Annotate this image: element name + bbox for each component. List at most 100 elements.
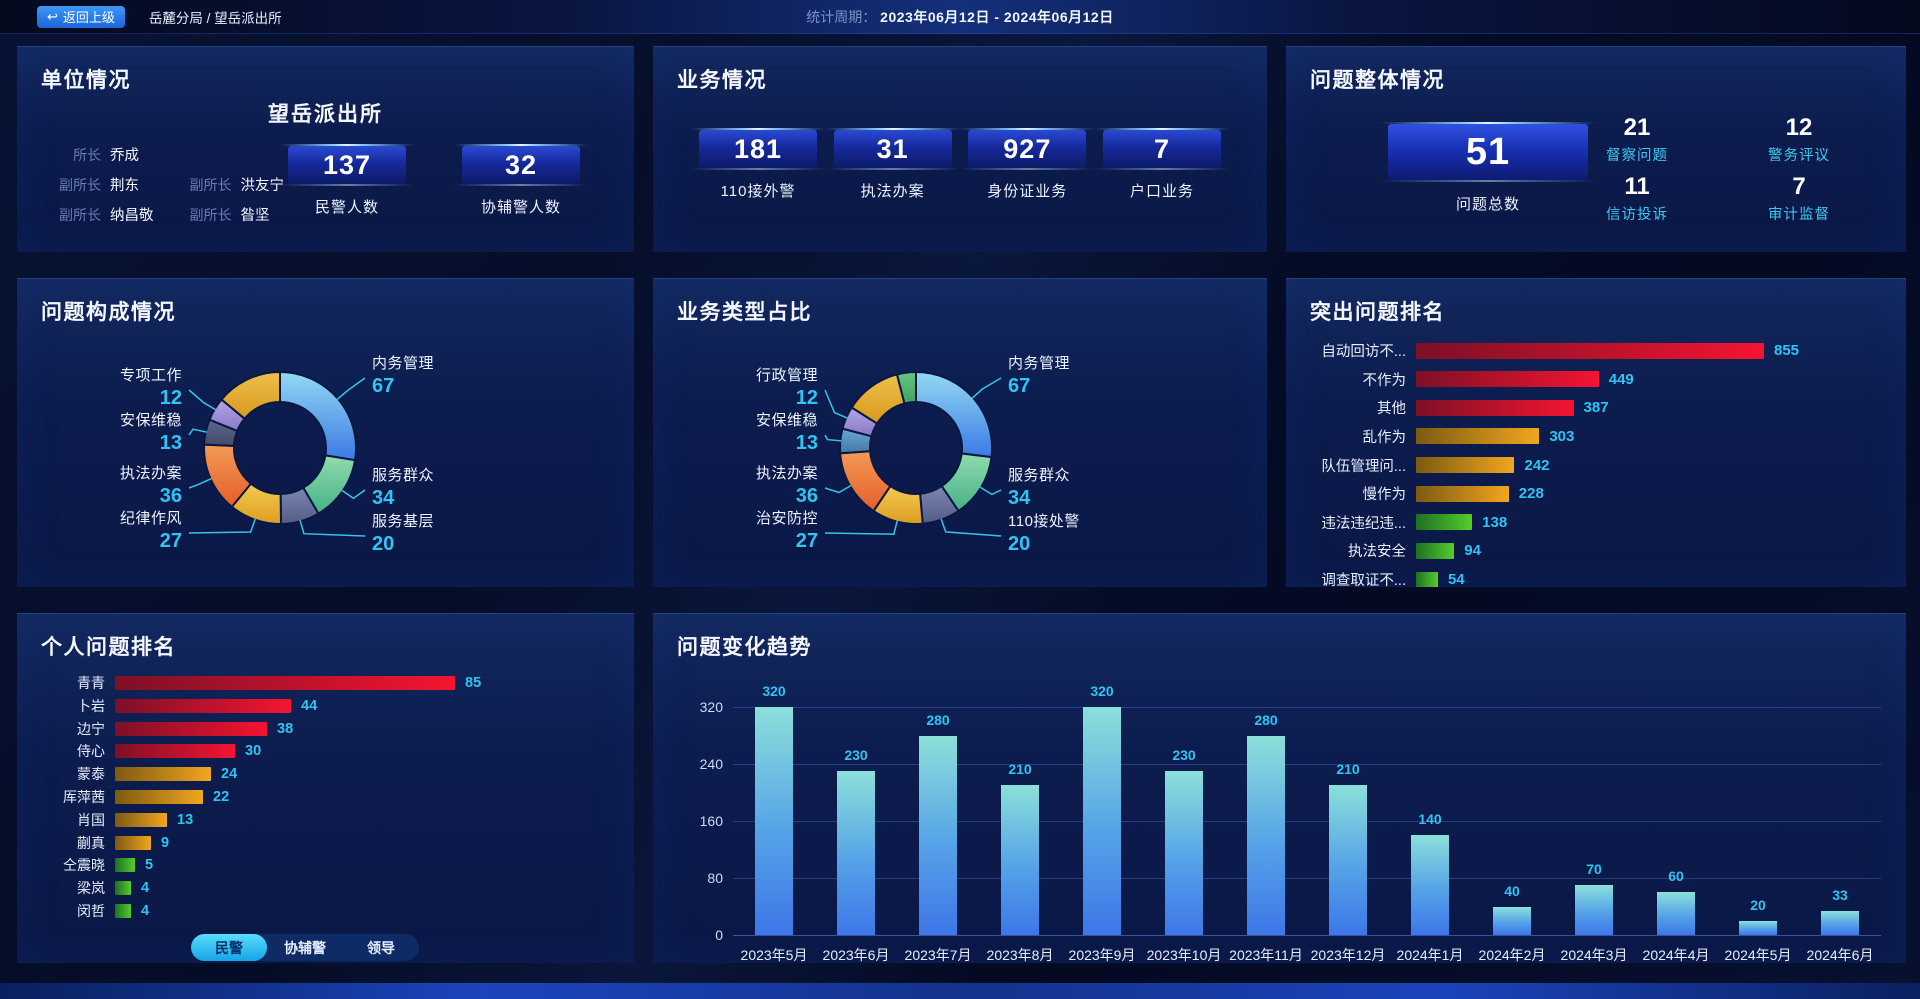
bar <box>115 744 235 759</box>
business-stats: 181 110接外警 31 执法办案 927 身份证业务 7 户口业务 <box>677 128 1243 201</box>
x-tick-label: 2023年12月 <box>1310 947 1386 963</box>
bar-label: 闵哲 <box>77 902 105 919</box>
bar-label: 乱作为 <box>1362 429 1407 446</box>
panel-top-problems: 突出问题排名 自动回访不... 855 不作为 449 其他 387 乱作为 303 队伍管理问… <box>1286 278 1906 587</box>
x-tick-label: 2024年6月 <box>1806 947 1874 963</box>
pie-label-name: 执法办案 <box>119 465 182 482</box>
pie-leader-line <box>824 434 842 442</box>
problem-source-label: 审计监督 <box>1768 207 1830 223</box>
trend-bar-value: 40 <box>1504 882 1520 899</box>
panel-title-problem-composition: 问题构成情况 <box>41 301 176 324</box>
bar <box>115 698 291 713</box>
x-tick-label: 2024年3月 <box>1560 947 1628 963</box>
panel-personal-ranking: 个人问题排名 青青 85 卜岩 44 边宁 38 侍心 30 蒙泰 24 厍萍茜 22 肖国 13 蒯真 9 仝… <box>17 613 634 963</box>
bar <box>1416 542 1455 559</box>
bar-value: 30 <box>245 743 262 760</box>
bar-row: 青青 85 <box>41 673 610 693</box>
stat-item: 137 民警人数 <box>280 144 414 217</box>
x-tick-label: 2023年7月 <box>904 947 972 963</box>
trend-bar-value: 320 <box>1090 683 1114 699</box>
tab-领导[interactable]: 领导 <box>367 939 395 956</box>
bar-value: 94 <box>1464 542 1481 560</box>
pie-leader-line <box>299 520 366 537</box>
pie-label-value: 34 <box>1008 487 1031 509</box>
stat-item: 181 110接外警 <box>691 128 825 201</box>
gridline <box>733 878 1881 879</box>
bar-value: 4 <box>141 902 150 919</box>
pie-leader-line <box>979 486 1002 496</box>
pie-label-执法办案: 执法办案 36 <box>756 463 818 508</box>
leader-role: 副所长 <box>189 206 232 223</box>
back-button[interactable]: ↩ 返回上级 <box>37 5 125 28</box>
leader-role: 副所长 <box>59 176 101 193</box>
bar <box>1416 457 1515 473</box>
bar-value: 24 <box>221 766 238 783</box>
gridline <box>733 764 1881 765</box>
pie-slice-unlabeled <box>895 370 917 405</box>
pie-label-name: 110接处警 <box>1008 513 1080 530</box>
x-tick-label: 2023年8月 <box>986 947 1054 963</box>
y-tick-label: 160 <box>699 813 723 829</box>
x-tick-label: 2023年5月 <box>740 947 808 963</box>
tab-协辅警[interactable]: 协辅警 <box>284 939 326 956</box>
stat-badge: 927 <box>960 128 1095 170</box>
problem-source-value: 11 <box>1624 173 1650 200</box>
panel-business-info: 业务情况 181 110接外警 31 执法办案 927 身份证业务 7 户口业务 <box>653 46 1267 252</box>
back-arrow-icon: ↩ <box>47 9 58 24</box>
bar <box>1416 342 1764 359</box>
trend-bar-value: 33 <box>1832 887 1848 904</box>
pie-leader-line <box>824 520 899 535</box>
trend-bar <box>1657 892 1695 935</box>
bar <box>115 721 267 736</box>
pie-label-name: 内务管理 <box>372 355 435 372</box>
problem-source-label: 警务评议 <box>1768 148 1830 164</box>
leader-name: 昝坚 <box>240 208 270 224</box>
leader-name: 乔成 <box>110 148 139 164</box>
bar-label: 侍心 <box>77 743 105 760</box>
bar <box>115 676 455 690</box>
problem-source-stat: 12 警务评议 <box>1768 114 1830 165</box>
pie-label-服务群众: 服务群众 34 <box>1008 465 1070 510</box>
bar <box>1416 485 1509 502</box>
y-tick-label: 0 <box>715 927 723 943</box>
bar <box>1416 428 1540 445</box>
topbar: ↩ 返回上级 岳麓分局 / 望岳派出所 统计周期： 2023年06月12日 - … <box>0 0 1920 34</box>
y-tick-label: 240 <box>699 756 723 772</box>
bar <box>115 835 151 850</box>
bar <box>115 789 203 804</box>
trend-bar <box>1739 920 1777 935</box>
bar-label: 调查取证不... <box>1321 573 1406 587</box>
bar-value: 855 <box>1774 342 1800 359</box>
pie-label-value: 20 <box>372 533 395 555</box>
y-tick-label: 320 <box>699 699 723 715</box>
pie-leader-line <box>188 428 207 436</box>
stat-item: 927 身份证业务 <box>960 128 1095 201</box>
leader-name: 洪友宁 <box>240 178 285 194</box>
panel-title-unit: 单位情况 <box>41 69 131 92</box>
bar-label: 自动回访不... <box>1321 344 1406 360</box>
trend-bar-value: 60 <box>1668 868 1684 885</box>
stat-label: 户口业务 <box>1129 183 1194 200</box>
unit-stats: 137 民警人数 32 协辅警人数 <box>280 144 588 217</box>
tab-民警[interactable]: 民警 <box>191 934 267 961</box>
pie-label-安保维稳: 安保维稳 13 <box>756 410 818 455</box>
leader-item <box>180 144 285 165</box>
problem-source-stat: 7 审计监督 <box>1768 173 1830 224</box>
trend-bar-value: 230 <box>844 747 868 764</box>
bar-label: 蒯真 <box>77 834 105 851</box>
pie-label-name: 服务群众 <box>372 467 435 484</box>
bar-value: 5 <box>145 857 154 874</box>
stat-badge: 137 <box>280 144 414 186</box>
total-problems-stat: 51 问题总数 <box>1380 122 1596 214</box>
bar-row: 侍心 30 <box>41 741 610 761</box>
bar <box>1416 571 1438 587</box>
bar-row: 仝震晓 5 <box>41 855 610 875</box>
pie-label-服务群众: 服务群众 34 <box>372 465 434 510</box>
stat-item: 32 协辅警人数 <box>454 144 588 217</box>
leader-item: 副所长 昝坚 <box>180 204 285 225</box>
pie-label-name: 行政管理 <box>755 367 818 384</box>
leader-role: 副所长 <box>189 176 232 193</box>
bar-row: 蒯真 9 <box>41 833 610 853</box>
pie-label-name: 执法办案 <box>755 465 818 482</box>
stat-badge: 7 <box>1094 128 1229 170</box>
